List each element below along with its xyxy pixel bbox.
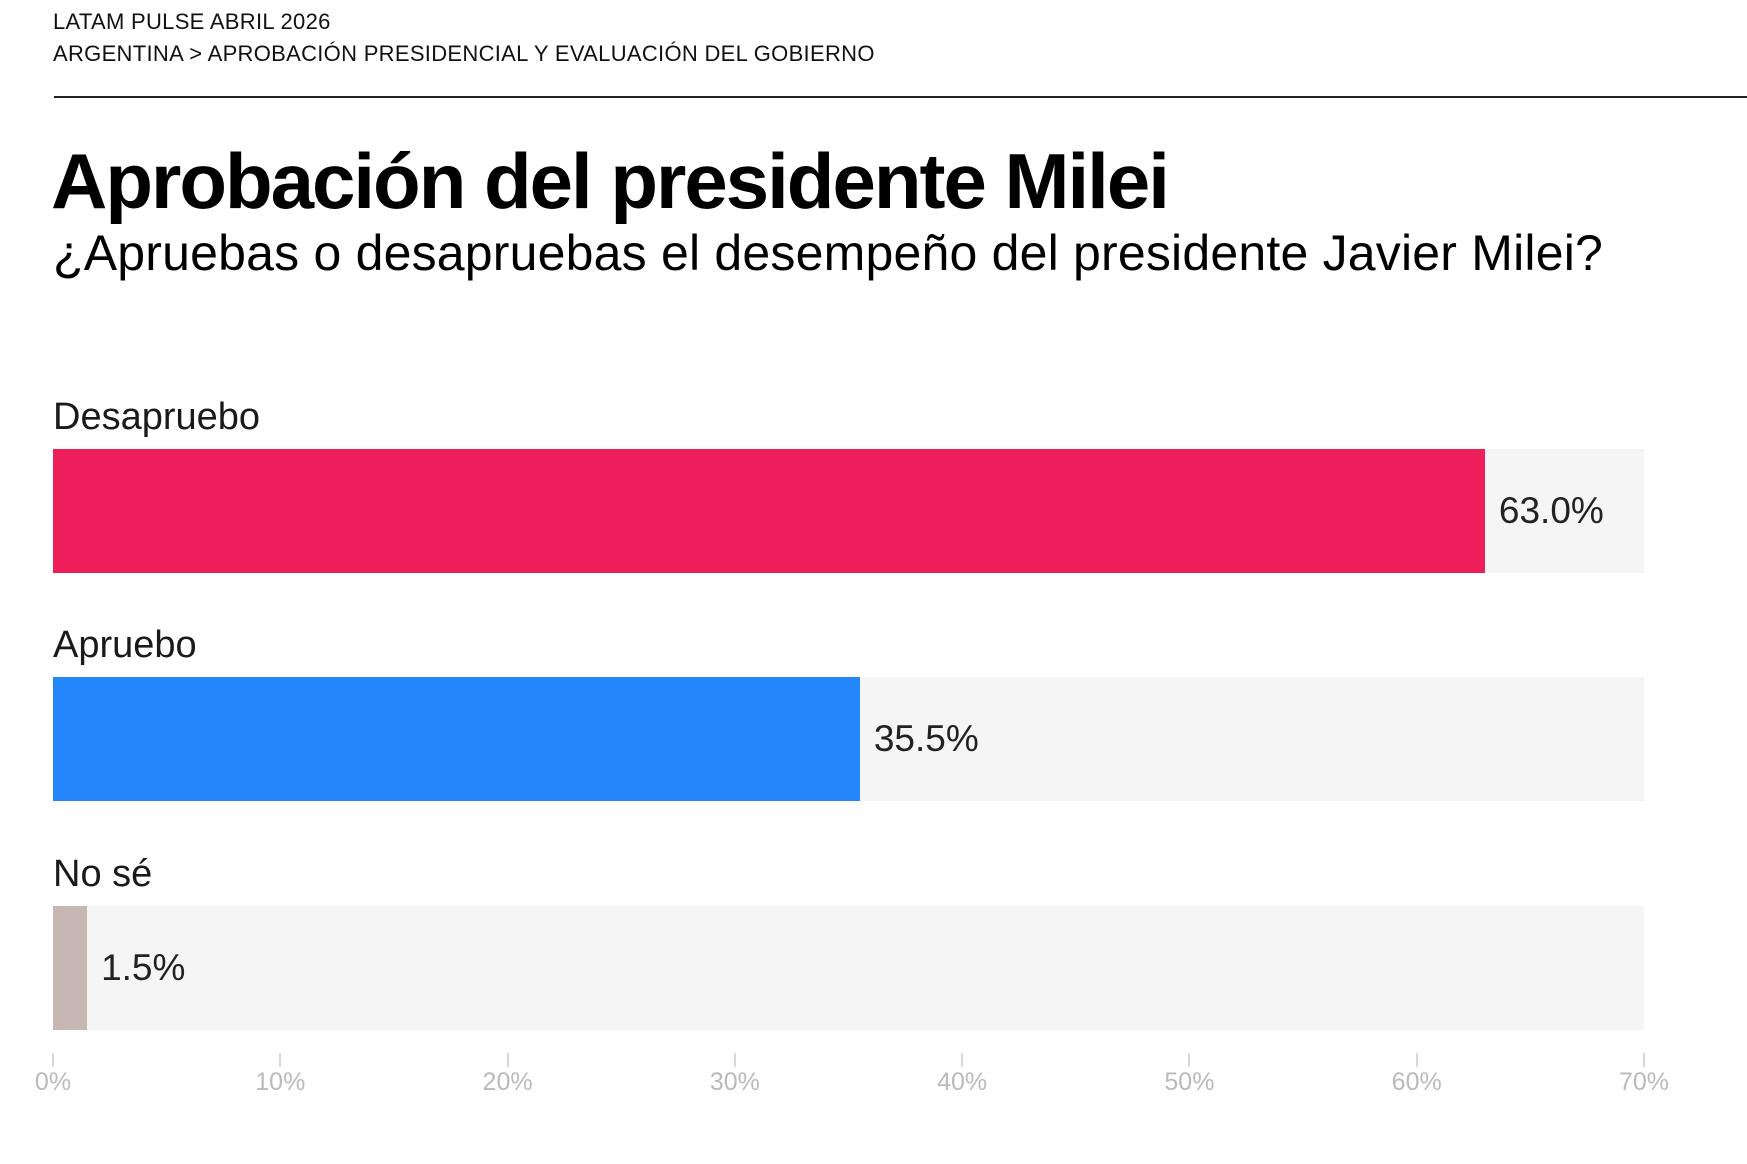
category-label: No sé bbox=[53, 853, 153, 895]
bar bbox=[53, 677, 860, 801]
x-tick-label: 70% bbox=[1618, 1068, 1670, 1096]
x-tick-label: 20% bbox=[482, 1068, 533, 1096]
category-label: Desapruebo bbox=[53, 396, 261, 438]
chart-title: Aprobación del presidente Milei bbox=[51, 137, 1170, 225]
x-tick-label: 50% bbox=[1164, 1068, 1215, 1096]
x-axis-tick bbox=[1188, 1053, 1191, 1067]
x-axis-tick bbox=[1643, 1053, 1645, 1067]
x-tick-label: 30% bbox=[709, 1068, 760, 1096]
bar-track: 1.5% bbox=[53, 906, 1644, 1030]
breadcrumb: ARGENTINA > APROBACIÓN PRESIDENCIAL Y EV… bbox=[53, 41, 875, 66]
eyebrow-label: LATAM PULSE ABRIL 2026 bbox=[53, 9, 331, 34]
x-axis-tick bbox=[279, 1053, 282, 1067]
chart-subtitle: ¿Apruebas o desapruebas el desempeño del… bbox=[53, 225, 1604, 281]
category-label: Apruebo bbox=[53, 624, 197, 666]
value-label: 63.0% bbox=[1498, 490, 1604, 531]
header-divider bbox=[54, 96, 1747, 98]
x-tick-label: 40% bbox=[937, 1068, 988, 1096]
x-axis-tick bbox=[1415, 1053, 1418, 1067]
x-axis-tick bbox=[961, 1053, 964, 1067]
x-axis-tick bbox=[733, 1053, 736, 1067]
value-label: 1.5% bbox=[101, 947, 186, 988]
bar bbox=[53, 449, 1485, 573]
x-tick-label: 60% bbox=[1391, 1068, 1442, 1096]
bar-track: 63.0% bbox=[53, 449, 1644, 573]
x-axis-tick bbox=[52, 1053, 54, 1067]
x-tick-label: 0% bbox=[34, 1068, 72, 1096]
bar bbox=[53, 906, 88, 1030]
x-tick-label: 10% bbox=[255, 1068, 306, 1096]
x-axis-tick bbox=[506, 1053, 509, 1067]
bar-track: 35.5% bbox=[53, 677, 1644, 801]
value-label: 35.5% bbox=[873, 718, 979, 759]
